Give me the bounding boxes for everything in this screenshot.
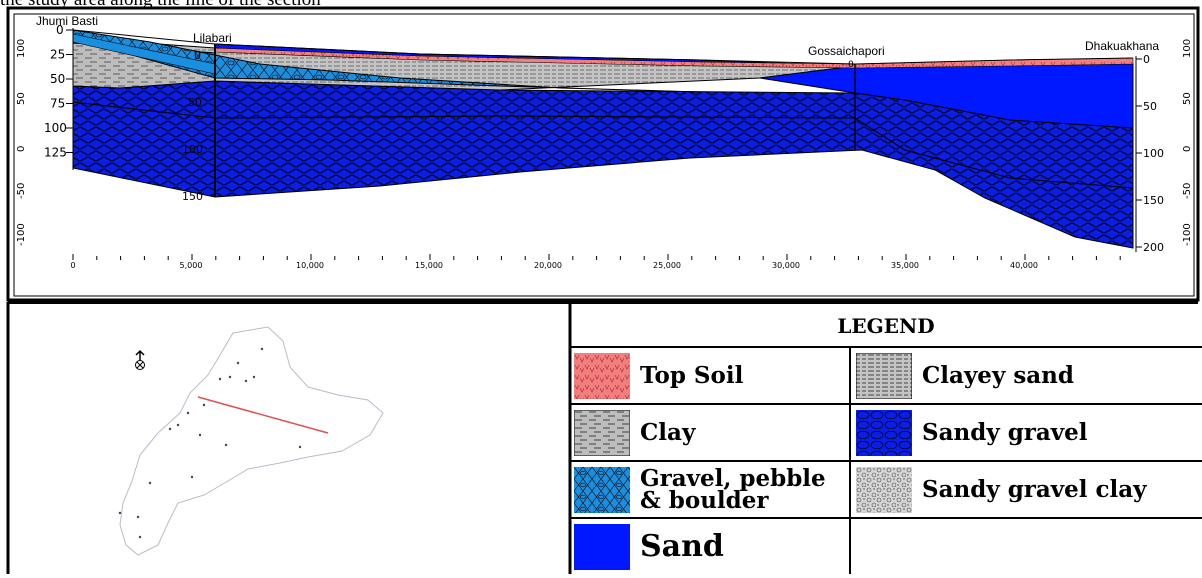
study-area-boundary bbox=[119, 326, 384, 556]
lilabari-log-tick-label: 150 bbox=[182, 190, 203, 203]
location-lilabari: Lilabari bbox=[193, 31, 232, 45]
legend-item-sandy-gravel-clay: Sandy gravel clay bbox=[852, 467, 1147, 513]
clay-swatch bbox=[574, 410, 630, 456]
sand-swatch bbox=[574, 524, 630, 570]
x-axis-tick-label: 35,000 bbox=[891, 261, 919, 270]
left-elevation-tick-label: -50 bbox=[16, 183, 27, 199]
legend-grid bbox=[570, 346, 1202, 574]
right-depth-axis: 0 50 100 150 200 bbox=[1136, 53, 1164, 254]
x-axis-tick-label: 40,000 bbox=[1010, 261, 1038, 270]
x-axis: 0 5,000 10,000 15,000 20,000 25,000 30,000 35,0… bbox=[71, 254, 1121, 270]
legend-item-clayey-sand: Clayey sand bbox=[852, 353, 1074, 399]
x-axis-tick-label: 15,000 bbox=[415, 261, 443, 270]
right-elevation-tick-label: 0 bbox=[1182, 146, 1193, 152]
right-elevation-tick-label: -100 bbox=[1182, 223, 1193, 246]
legend-item-sandy-gravel: Sandy gravel bbox=[852, 410, 1088, 456]
left-depth-tick-label: 100 bbox=[44, 121, 67, 135]
right-depth-tick-label: 200 bbox=[1143, 241, 1164, 254]
north-arrow-icon bbox=[135, 349, 145, 370]
legend-label-sandy-gravel-clay: Sandy gravel clay bbox=[922, 476, 1147, 503]
legend-item-clay: Clay bbox=[570, 410, 695, 456]
legend-label-gravel-pebble-boulder: Gravel, pebble & boulder bbox=[640, 465, 826, 514]
left-elevation-tick-label: 50 bbox=[16, 92, 27, 105]
x-axis-tick-label: 0 bbox=[71, 261, 76, 270]
right-depth-tick-label: 50 bbox=[1143, 100, 1157, 113]
left-elevation-tick-label: 100 bbox=[16, 39, 27, 58]
right-depth-tick-label: 150 bbox=[1143, 194, 1164, 207]
left-depth-tick-label: 75 bbox=[50, 97, 65, 111]
x-axis-tick-label: 30,000 bbox=[772, 261, 800, 270]
study-area-map bbox=[8, 305, 568, 574]
gravel-pebble-boulder-swatch bbox=[574, 467, 630, 513]
legend-label-clay: Clay bbox=[640, 419, 696, 446]
location-dhakuakhana: Dhakuakhana bbox=[1085, 39, 1159, 53]
location-jhumi-basti: Jhumi Basti bbox=[36, 14, 98, 28]
right-elevation-axis: 100 50 0 -50 -100 bbox=[1182, 39, 1193, 246]
right-depth-tick-label: 100 bbox=[1143, 147, 1164, 160]
left-elevation-tick-label: 0 bbox=[16, 146, 27, 152]
x-axis-tick-label: 5,000 bbox=[180, 261, 203, 270]
right-elevation-tick-label: 50 bbox=[1182, 92, 1193, 105]
legend-title: LEGEND bbox=[837, 314, 935, 338]
left-depth-axis: 0 25 50 75 100 125 bbox=[44, 23, 73, 160]
clayey-sand-swatch bbox=[856, 353, 912, 399]
legend-label-sand: Sand bbox=[640, 529, 724, 564]
x-axis-tick-label: 25,000 bbox=[653, 261, 681, 270]
lilabari-log-tick-label: 0 bbox=[194, 49, 201, 62]
left-depth-tick-label: 25 bbox=[50, 48, 65, 62]
left-elevation-axis: 100 50 0 -50 -100 bbox=[16, 39, 27, 246]
borehole-points bbox=[118, 347, 302, 539]
right-elevation-tick-label: -50 bbox=[1182, 183, 1193, 199]
figure-caption: the study area along the line of the sec… bbox=[0, 0, 1202, 10]
x-axis-tick-label: 20,000 bbox=[534, 261, 562, 270]
right-depth-tick-label: 0 bbox=[1143, 53, 1150, 66]
top-soil-swatch bbox=[574, 353, 630, 399]
lilabari-log-tick-label: 100 bbox=[182, 143, 203, 156]
left-elevation-tick-label: -100 bbox=[16, 223, 27, 246]
sandy-gravel-clay-swatch bbox=[856, 467, 912, 513]
legend-label-sandy-gravel: Sandy gravel bbox=[922, 419, 1088, 446]
left-depth-tick-label: 0 bbox=[56, 23, 64, 37]
legend-item-gravel-pebble-boulder: Gravel, pebble & boulder bbox=[570, 467, 850, 513]
lilabari-log-tick-label: 50 bbox=[188, 96, 202, 109]
sandy-gravel-swatch bbox=[856, 410, 912, 456]
legend-item-sand: Sand bbox=[570, 524, 724, 570]
legend-label-clayey-sand: Clayey sand bbox=[922, 362, 1074, 389]
left-depth-tick-label: 50 bbox=[50, 72, 65, 86]
x-axis-tick-label: 10,000 bbox=[296, 261, 324, 270]
gossaichapori-tick-label: 0 bbox=[848, 60, 854, 70]
lilabari-log-axis: 0 50 100 150 bbox=[182, 49, 203, 203]
map-svg bbox=[118, 326, 384, 556]
right-elevation-tick-label: 100 bbox=[1182, 39, 1193, 58]
left-depth-tick-label: 125 bbox=[44, 146, 67, 160]
location-gossaichapori: Gossaichapori bbox=[808, 44, 885, 58]
legend-item-top-soil: Top Soil bbox=[570, 353, 743, 399]
section-line bbox=[197, 396, 329, 434]
legend: LEGEND Top Soil Clayey sand Clay Sandy g… bbox=[570, 305, 1202, 574]
legend-label-top-soil: Top Soil bbox=[640, 362, 744, 389]
